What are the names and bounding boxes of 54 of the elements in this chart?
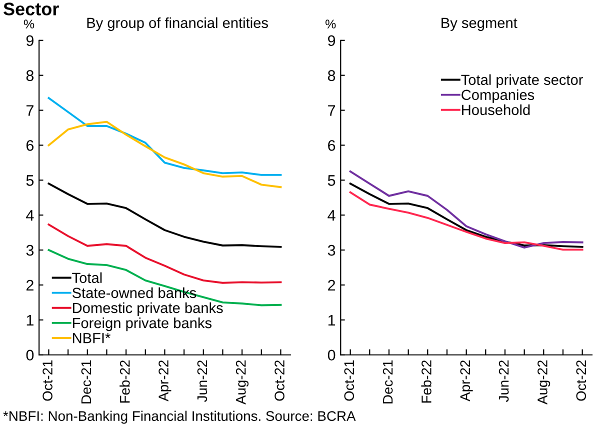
y-tick-label: 3 <box>26 244 34 256</box>
line-series <box>349 191 584 251</box>
chart-subtitle: By segment <box>442 18 518 31</box>
line-series <box>48 97 282 176</box>
x-tick-label: Apr-22 <box>158 360 172 402</box>
line-series <box>349 170 584 249</box>
legend-label: Total <box>72 272 102 284</box>
legend-label: NBFI* <box>72 333 110 344</box>
x-tick-label: Oct-22 <box>576 360 586 401</box>
legend-label: Domestic private banks <box>72 302 223 316</box>
x-tick-label: Apr-22 <box>460 360 473 402</box>
y-tick-label: 7 <box>26 105 34 116</box>
y-tick-label: 4 <box>328 210 336 221</box>
x-tick-label: Oct-21 <box>42 360 52 401</box>
x-tick-label: Oct-22 <box>274 360 284 401</box>
x-tick-label: Dec-21 <box>382 360 393 404</box>
line-series <box>48 182 282 248</box>
y-tick-label: 5 <box>26 175 34 186</box>
y-tick-label: 9 <box>26 35 34 46</box>
y-tick-label: 1 <box>26 314 34 326</box>
y-axis-title: % <box>325 20 336 28</box>
legend-label: Total private sector <box>461 74 583 88</box>
x-tick-label: Aug-22 <box>538 360 550 404</box>
line-series <box>349 182 584 248</box>
x-tick-label: Feb-22 <box>421 360 432 403</box>
y-tick-label: 0 <box>26 350 34 361</box>
legend-label: Household <box>462 104 530 116</box>
chart-subtitle: By group of financial entities <box>87 17 268 31</box>
y-tick-label: 7 <box>328 105 336 116</box>
x-tick-label: Feb-22 <box>120 360 130 403</box>
y-tick-label: 3 <box>328 244 336 256</box>
x-tick-label: Jun-22 <box>498 360 509 402</box>
x-tick-label: Aug-22 <box>236 360 249 404</box>
y-tick-label: 8 <box>328 70 336 82</box>
text: *NBFI: Non-Banking Financial Institutions. Source: BCRA <box>3 410 356 424</box>
legend-label: Companies <box>462 89 534 103</box>
y-tick-label: 5 <box>328 175 336 186</box>
y-tick-label: 8 <box>26 70 34 82</box>
y-axis-title: % <box>24 20 34 28</box>
y-tick-label: 4 <box>26 210 34 221</box>
y-tick-label: 2 <box>26 280 34 291</box>
y-tick-label: 6 <box>328 140 336 151</box>
y-tick-label: 1 <box>328 314 336 326</box>
x-tick-label: Jun-22 <box>197 360 208 402</box>
legend-label: Foreign private banks <box>72 317 212 332</box>
y-tick-label: 0 <box>328 350 336 361</box>
x-tick-label: Oct-21 <box>344 360 354 401</box>
y-tick-label: 2 <box>328 280 336 291</box>
y-tick-label: 6 <box>26 140 34 151</box>
chart-title: Sector <box>4 2 59 16</box>
x-tick-label: Dec-21 <box>81 360 92 404</box>
line-series <box>48 224 282 284</box>
y-tick-label: 9 <box>328 35 336 46</box>
line-series <box>48 120 282 188</box>
